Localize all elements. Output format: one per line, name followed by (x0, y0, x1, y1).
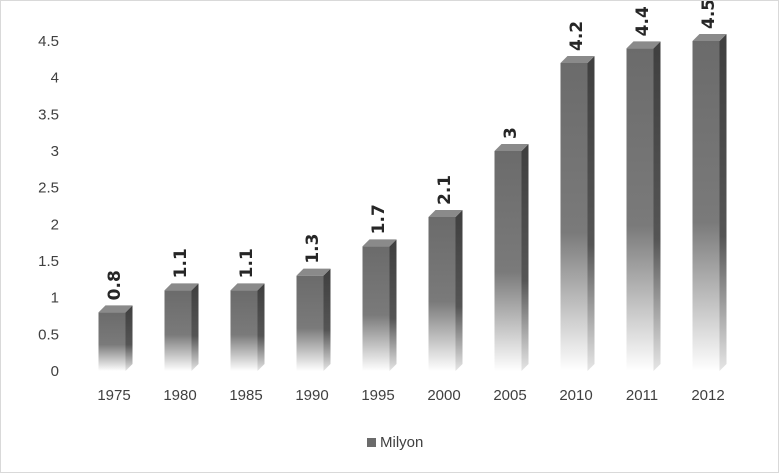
x-tick-label: 1990 (295, 387, 328, 404)
data-label: 0.8 (105, 270, 125, 300)
bar-top (494, 144, 529, 151)
bar-2000 (428, 210, 463, 371)
bar-1975 (98, 305, 133, 371)
y-tick-label: 2.5 (38, 180, 59, 197)
data-label: 3 (501, 127, 521, 139)
bar-front (362, 246, 390, 371)
bar-top (164, 283, 199, 291)
data-label: 4.5 (699, 1, 719, 29)
bar-top (362, 239, 397, 247)
data-label: 2.1 (435, 175, 455, 205)
legend-label-milyon: Milyon (380, 434, 423, 451)
data-label: 1.3 (303, 234, 323, 264)
bar-side (191, 283, 199, 371)
y-tick-label: 2 (51, 216, 59, 233)
bar-front (692, 41, 720, 371)
bar-front (296, 275, 324, 371)
bar-1990 (296, 268, 331, 371)
x-axis: 1975 1980 1985 1990 1995 2000 2005 2010 2011 2012 (97, 387, 724, 404)
y-tick-label: 4 (51, 70, 59, 87)
x-tick-label: 2011 (626, 387, 658, 404)
y-tick-label: 3 (51, 143, 59, 160)
bar-top (428, 210, 463, 217)
bar-2010 (560, 56, 595, 371)
bar-side (653, 41, 661, 371)
x-tick-label: 1995 (361, 387, 394, 404)
bar-front (428, 217, 456, 371)
y-tick-label: 1 (51, 290, 59, 307)
x-tick-label: 2000 (427, 387, 460, 404)
x-tick-label: 2005 (493, 387, 526, 404)
data-label: 1.1 (171, 248, 191, 278)
bar-side (389, 239, 397, 371)
bar-top (692, 34, 727, 41)
bar-top (98, 305, 133, 313)
bar-front (164, 290, 192, 371)
data-labels: 0.8 1.1 1.1 1.3 1.7 2.1 3 4.2 4.4 4.5 (105, 1, 719, 300)
y-tick-label: 1.5 (38, 253, 59, 270)
data-label: 4.2 (567, 21, 587, 51)
bar-1980 (164, 283, 199, 371)
bar-side (257, 283, 265, 371)
x-tick-label: 1980 (163, 387, 196, 404)
bar-side (125, 305, 133, 371)
bar-2005 (494, 144, 529, 371)
y-tick-label: 0 (51, 363, 59, 380)
legend: Milyon (367, 434, 423, 451)
bar-side (719, 34, 727, 371)
x-tick-label: 1985 (229, 387, 262, 404)
y-tick-label: 0.5 (38, 326, 59, 343)
bar-2011 (626, 41, 661, 371)
data-label: 1.1 (237, 248, 257, 278)
bar-front (230, 290, 258, 371)
y-axis: 0 0.5 1 1.5 2 2.5 3 3.5 4 4.5 (38, 33, 59, 380)
x-tick-label: 2012 (691, 387, 724, 404)
bar-1995 (362, 239, 397, 371)
x-tick-label: 2010 (559, 387, 592, 404)
bar-1985 (230, 283, 265, 371)
bar-side (323, 268, 331, 371)
legend-swatch-milyon (367, 438, 376, 447)
bar-front (98, 312, 126, 371)
bar-2012 (692, 34, 727, 371)
bar-side (587, 56, 595, 371)
y-tick-label: 4.5 (38, 33, 59, 50)
bar-top (626, 41, 661, 49)
bar-top (296, 268, 331, 276)
bars (98, 34, 727, 371)
bar-front (560, 63, 588, 371)
y-tick-label: 3.5 (38, 106, 59, 123)
data-label: 4.4 (633, 6, 653, 36)
bar-side (521, 144, 529, 371)
bar-front (494, 151, 522, 371)
bar-side (455, 210, 463, 371)
bar-top (230, 283, 265, 291)
bar-top (560, 56, 595, 63)
data-label: 1.7 (369, 204, 389, 234)
bar-front (626, 48, 654, 371)
x-tick-label: 1975 (97, 387, 130, 404)
